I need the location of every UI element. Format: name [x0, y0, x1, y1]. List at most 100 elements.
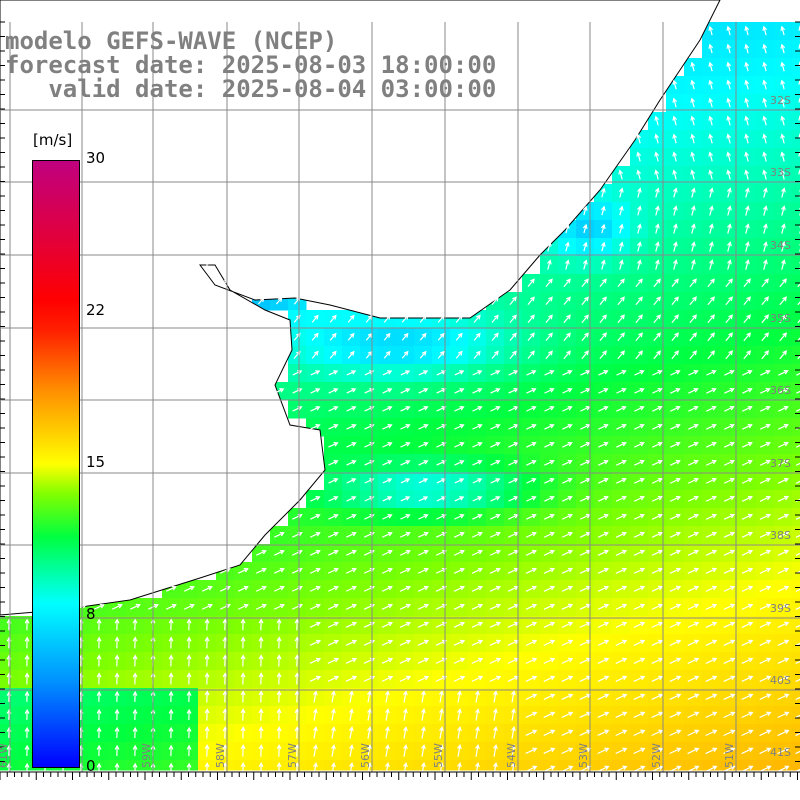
wind-arrow	[222, 618, 228, 631]
wind-arrow	[367, 726, 372, 739]
wind-arrow	[651, 459, 663, 466]
wind-arrow	[349, 762, 354, 775]
wind-arrow	[633, 675, 646, 682]
wind-arrow	[403, 690, 408, 703]
wind-arrow	[636, 151, 642, 162]
wind-arrow	[634, 370, 645, 376]
wind-arrow	[727, 259, 732, 270]
wind-arrow	[543, 567, 556, 574]
wind-arrow	[706, 387, 717, 394]
wind-arrow	[617, 278, 625, 288]
wind-arrow	[381, 621, 394, 628]
wind-arrow	[619, 259, 624, 270]
wind-arrow	[258, 744, 264, 757]
wind-arrow	[238, 567, 249, 574]
wind-arrow	[96, 708, 102, 720]
wind-arrow	[349, 690, 354, 703]
wind-arrow	[633, 531, 646, 538]
wind-arrow	[669, 459, 681, 466]
wind-arrow	[454, 388, 465, 394]
wind-arrow	[707, 278, 715, 288]
wind-arrow	[400, 514, 411, 520]
wind-arrow	[276, 672, 282, 685]
wind-arrow	[582, 223, 588, 234]
wind-arrow	[472, 406, 483, 412]
wind-arrow	[597, 765, 610, 773]
wind-arrow	[633, 657, 646, 664]
wind-arrow	[780, 151, 786, 162]
wind-arrow	[222, 708, 228, 721]
wind-arrow	[597, 675, 610, 682]
wind-arrow	[310, 388, 321, 394]
colorbar-label-8: 8	[86, 605, 96, 623]
wind-arrow	[651, 585, 664, 592]
wind-arrow	[453, 603, 466, 610]
wind-speed-cell	[738, 760, 757, 771]
wind-arrow	[435, 531, 447, 538]
wind-arrow	[633, 747, 646, 755]
wind-arrow	[436, 424, 447, 430]
wind-arrow	[655, 259, 660, 270]
wind-arrow	[417, 657, 430, 664]
wind-arrow	[511, 690, 516, 703]
colorbar-label-30: 30	[86, 149, 106, 167]
wind-arrow	[258, 690, 264, 703]
wind-arrow	[724, 387, 735, 394]
wind-arrow	[313, 690, 318, 703]
wind-arrow	[690, 133, 696, 144]
wind-arrow	[741, 603, 754, 610]
wind-arrow	[491, 314, 499, 323]
wind-arrow	[400, 424, 411, 430]
wind-arrow	[670, 423, 681, 430]
wind-arrow	[654, 115, 660, 126]
wind-arrow	[780, 97, 786, 108]
wind-arrow	[435, 621, 448, 628]
wind-arrow	[294, 636, 300, 649]
wind-arrow	[563, 278, 571, 288]
wind-arrow	[561, 765, 574, 773]
wind-arrow	[240, 654, 246, 667]
wind-arrow	[509, 332, 517, 341]
wind-arrow	[222, 726, 228, 739]
wind-speed-cell	[792, 616, 800, 635]
wind-arrow	[759, 765, 772, 773]
wind-arrow	[525, 729, 538, 737]
wind-arrow	[525, 621, 538, 628]
wind-arrow	[762, 169, 767, 180]
wind-arrow	[255, 603, 267, 610]
wind-arrow	[705, 693, 718, 701]
wind-arrow	[367, 762, 372, 775]
graticule	[0, 22, 800, 772]
wind-arrow	[687, 711, 700, 719]
wind-arrow	[597, 729, 610, 737]
wind-arrow	[525, 603, 538, 610]
wind-arrow	[763, 187, 768, 198]
wind-arrow	[453, 657, 466, 664]
wind-arrow	[795, 462, 800, 466]
wind-arrow	[543, 603, 556, 610]
latitude-label: 37S	[770, 457, 791, 470]
wind-arrow	[544, 495, 555, 502]
wind-arrow	[779, 314, 788, 324]
wind-arrow	[651, 495, 663, 502]
wind-arrow	[725, 332, 734, 342]
wind-arrow	[400, 406, 411, 412]
wind-arrow	[276, 618, 282, 631]
wind-arrow	[759, 621, 772, 628]
latitude-label: 32S	[770, 94, 791, 107]
wind-speed-cell	[756, 760, 775, 771]
wind-arrow	[777, 693, 790, 701]
longitude-label: 56W	[359, 743, 372, 768]
wind-arrow	[455, 332, 463, 341]
wind-arrow	[690, 97, 696, 108]
wind-arrow	[795, 624, 800, 628]
wind-arrow	[777, 513, 790, 520]
wind-arrow	[723, 729, 736, 737]
wind-arrow	[705, 729, 718, 737]
wind-arrow	[795, 444, 800, 448]
wind-arrow	[435, 585, 448, 592]
wind-arrow	[400, 478, 411, 484]
wind-arrow	[726, 25, 732, 36]
wind-arrow	[382, 478, 393, 484]
wind-arrow	[760, 423, 771, 430]
